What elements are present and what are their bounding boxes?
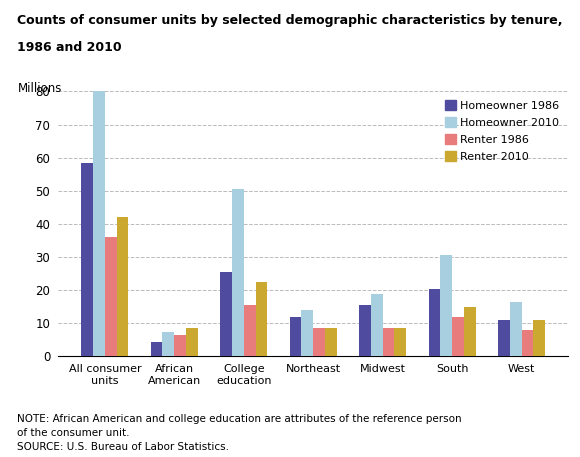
Text: 1986 and 2010: 1986 and 2010	[17, 41, 122, 54]
Bar	[186, 328, 198, 356]
Bar	[105, 237, 117, 356]
Bar	[162, 332, 174, 356]
Legend: Homeowner 1986, Homeowner 2010, Renter 1986, Renter 2010: Homeowner 1986, Homeowner 2010, Renter 1…	[441, 97, 563, 165]
Bar	[289, 317, 302, 356]
Bar	[117, 218, 128, 356]
Bar	[452, 317, 464, 356]
Bar	[371, 293, 383, 356]
Bar	[394, 328, 406, 356]
Bar	[302, 310, 313, 356]
Bar	[510, 302, 521, 356]
Bar	[232, 189, 244, 356]
Bar	[325, 328, 337, 356]
Bar	[498, 320, 510, 356]
Bar	[534, 320, 545, 356]
Bar	[174, 335, 186, 356]
Bar	[521, 330, 534, 356]
Bar	[81, 163, 93, 356]
Text: NOTE: African American and college education are attributes of the reference per: NOTE: African American and college educa…	[17, 414, 462, 452]
Bar	[440, 255, 452, 356]
Bar	[359, 305, 371, 356]
Bar	[220, 272, 232, 356]
Bar	[429, 288, 440, 356]
Text: Millions: Millions	[17, 82, 62, 95]
Bar	[464, 307, 476, 356]
Text: Counts of consumer units by selected demographic characteristics by tenure,: Counts of consumer units by selected dem…	[17, 14, 563, 27]
Bar	[93, 91, 105, 356]
Bar	[244, 305, 256, 356]
Bar	[151, 341, 162, 356]
Bar	[256, 282, 267, 356]
Bar	[383, 328, 394, 356]
Bar	[313, 328, 325, 356]
